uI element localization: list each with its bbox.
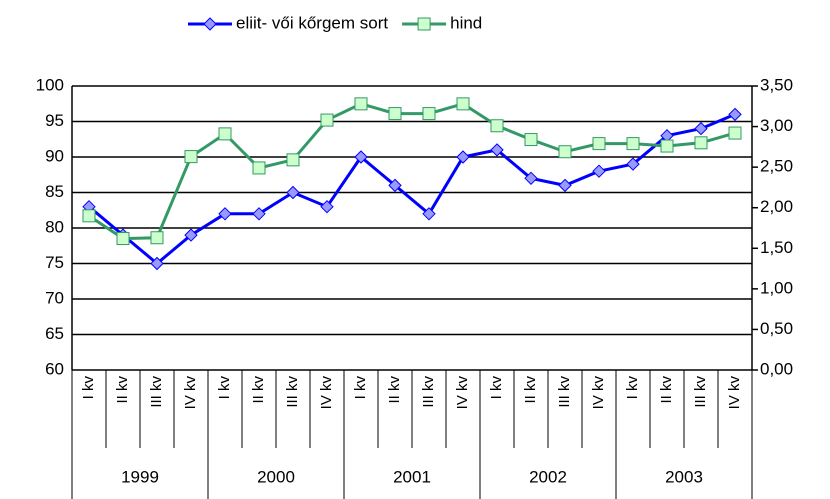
x-tick-label: III kv bbox=[420, 376, 437, 408]
series-line bbox=[88, 102, 736, 241]
year-label: 1999 bbox=[121, 467, 159, 486]
marker bbox=[388, 107, 402, 121]
marker bbox=[354, 97, 368, 111]
y2-tick-label: 0,50 bbox=[760, 319, 793, 338]
year-label: 2002 bbox=[529, 467, 567, 486]
x-tick-label: IV kv bbox=[318, 376, 335, 410]
year-label: 2000 bbox=[257, 467, 295, 486]
marker bbox=[524, 133, 538, 147]
y2-tick-label: 0,00 bbox=[760, 359, 793, 378]
x-tick-label: I kv bbox=[216, 376, 233, 400]
marker bbox=[558, 145, 572, 159]
marker bbox=[592, 137, 606, 151]
y-tick-label: 85 bbox=[45, 182, 64, 201]
x-tick-label: III kv bbox=[148, 376, 165, 408]
y-tick-label: 100 bbox=[36, 75, 64, 94]
marker bbox=[456, 97, 470, 111]
legend-marker bbox=[203, 17, 217, 31]
x-tick-label: II kv bbox=[658, 376, 675, 404]
marker bbox=[422, 207, 436, 221]
marker bbox=[626, 137, 640, 151]
marker bbox=[490, 119, 504, 133]
y2-tick-label: 1,50 bbox=[760, 238, 793, 257]
marker bbox=[218, 127, 232, 141]
y-tick-label: 90 bbox=[45, 146, 64, 165]
year-label: 2003 bbox=[665, 467, 703, 486]
x-tick-label: I kv bbox=[352, 376, 369, 400]
y2-tick-label: 3,00 bbox=[760, 116, 793, 135]
marker bbox=[252, 161, 266, 175]
marker bbox=[150, 256, 164, 271]
y-tick-label: 60 bbox=[45, 359, 64, 378]
marker bbox=[388, 178, 402, 193]
marker bbox=[354, 150, 368, 164]
x-tick-label: IV kv bbox=[726, 376, 743, 410]
marker bbox=[150, 231, 164, 245]
marker bbox=[218, 207, 232, 221]
legend-marker bbox=[417, 17, 431, 31]
marker bbox=[422, 107, 436, 121]
x-tick-label: IV kv bbox=[590, 376, 607, 410]
x-tick-label: I kv bbox=[624, 376, 641, 400]
y-tick-label: 70 bbox=[45, 288, 64, 307]
marker bbox=[694, 121, 708, 136]
series-line bbox=[88, 113, 736, 266]
x-tick-label: IV kv bbox=[182, 376, 199, 410]
y-tick-label: 65 bbox=[45, 324, 64, 343]
y-tick-label: 80 bbox=[45, 217, 64, 236]
x-tick-label: IV kv bbox=[454, 376, 471, 410]
marker bbox=[320, 199, 334, 214]
marker bbox=[694, 136, 708, 150]
marker bbox=[490, 143, 504, 157]
x-tick-label: I kv bbox=[80, 376, 97, 400]
legend-label: hind bbox=[450, 13, 482, 32]
marker bbox=[558, 178, 572, 193]
x-tick-label: III kv bbox=[284, 376, 301, 408]
y2-tick-label: 2,00 bbox=[760, 197, 793, 216]
x-tick-label: II kv bbox=[522, 376, 539, 404]
marker bbox=[252, 207, 266, 221]
legend-label: eliit- vői kőrgem sort bbox=[236, 13, 388, 32]
marker bbox=[116, 232, 130, 246]
marker bbox=[320, 113, 334, 127]
marker bbox=[286, 185, 300, 200]
x-tick-label: I kv bbox=[488, 376, 505, 400]
y2-tick-label: 2,50 bbox=[760, 157, 793, 176]
marker bbox=[286, 153, 300, 167]
year-label: 2001 bbox=[393, 467, 431, 486]
y-tick-label: 75 bbox=[45, 253, 64, 272]
y2-tick-label: 3,50 bbox=[760, 75, 793, 94]
marker bbox=[660, 139, 674, 153]
x-tick-label: II kv bbox=[386, 376, 403, 404]
x-tick-label: II kv bbox=[114, 376, 131, 404]
x-tick-label: II kv bbox=[250, 376, 267, 404]
marker bbox=[184, 150, 198, 164]
marker bbox=[524, 171, 538, 186]
marker bbox=[184, 228, 198, 242]
y2-tick-label: 1,00 bbox=[760, 278, 793, 297]
y-tick-label: 95 bbox=[45, 111, 64, 130]
x-tick-label: III kv bbox=[692, 376, 709, 408]
marker bbox=[728, 126, 742, 140]
marker bbox=[456, 150, 470, 164]
marker bbox=[728, 107, 742, 122]
x-tick-label: III kv bbox=[556, 376, 573, 408]
marker bbox=[626, 157, 640, 171]
marker bbox=[82, 209, 96, 223]
marker bbox=[592, 164, 606, 178]
